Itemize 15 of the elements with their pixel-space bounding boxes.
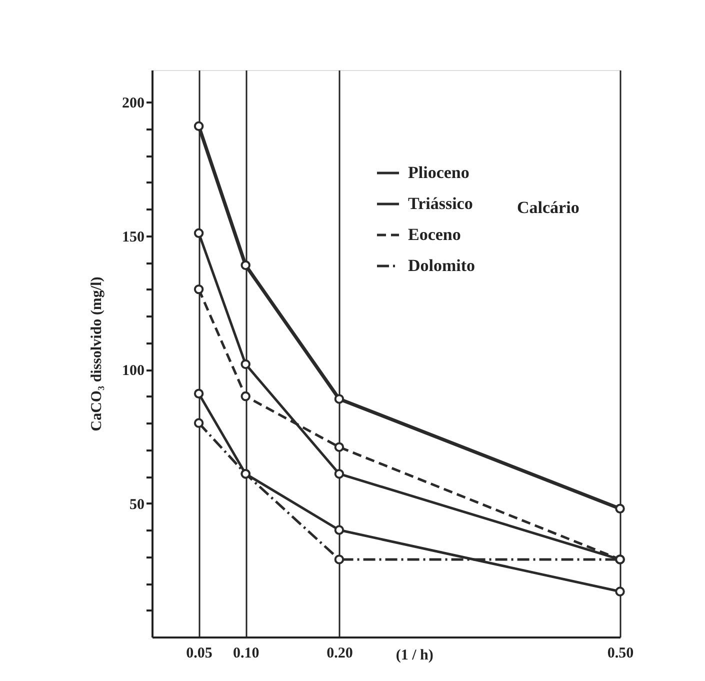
y-tick-label: 100: [122, 363, 144, 380]
x-tick-label: 0.50: [607, 646, 634, 662]
annotation: Calcário: [517, 198, 580, 217]
legend-label: Dolomito: [408, 256, 476, 275]
x-axis-title: (1 / h): [396, 648, 434, 664]
legend-label: Eoceno: [408, 225, 461, 244]
y-tick-label: 200: [122, 96, 144, 112]
y-tick-label: 50: [130, 496, 144, 513]
x-tick-label: 0.20: [326, 646, 353, 662]
x-tick-label: 0.05: [186, 646, 212, 662]
y-axis-title: CaCO₃ dissolvido (mg/l): [89, 276, 105, 432]
x-tick-label: 0.10: [232, 646, 260, 662]
legend-label: Plioceno: [408, 163, 470, 182]
legend-label: Triássico: [408, 194, 473, 213]
y-tick-label: 150: [122, 229, 144, 246]
